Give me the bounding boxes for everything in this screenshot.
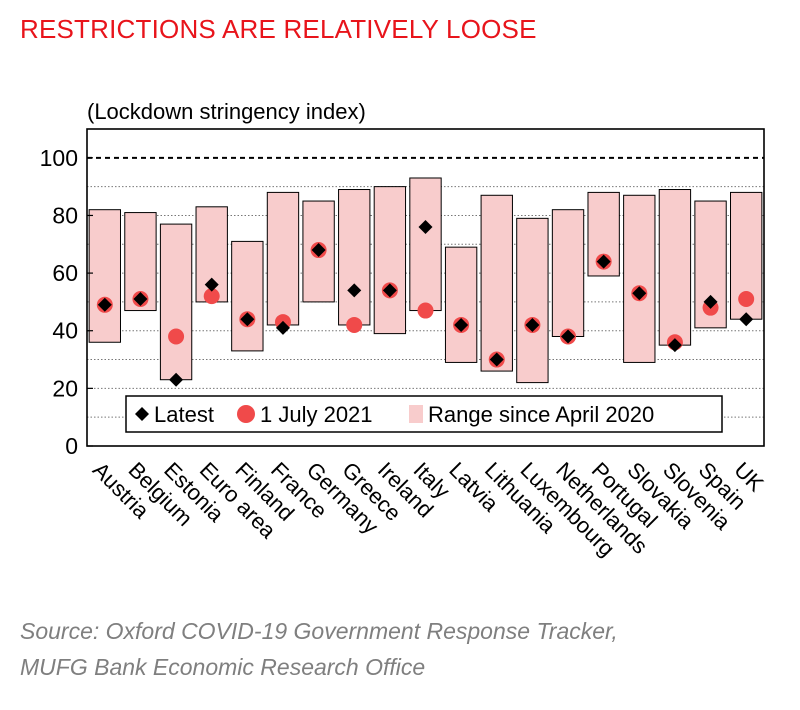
source-note-line2: MUFG Bank Economic Research Office — [20, 654, 426, 680]
latest-point — [489, 352, 504, 367]
legend-latest-marker — [135, 407, 149, 421]
july-2021-point — [417, 302, 434, 319]
latest-point — [240, 312, 255, 327]
y-tick-label: 60 — [52, 260, 78, 286]
latest-point — [739, 312, 754, 327]
range-bar — [231, 240, 264, 352]
range-bar — [338, 189, 371, 326]
july-2021-point — [346, 316, 363, 333]
plot-frame — [86, 128, 765, 447]
legend-range-label: Range since April 2020 — [428, 402, 654, 427]
latest-point — [97, 297, 112, 312]
latest-point — [382, 283, 397, 298]
july-2021-point — [168, 328, 185, 345]
latest-point — [596, 254, 611, 269]
latest-point — [133, 292, 148, 307]
latest-point — [169, 372, 184, 387]
july-2021-point — [203, 288, 220, 305]
legend-july-marker — [237, 405, 255, 423]
source-note-line1: Source: Oxford COVID-19 Government Respo… — [20, 618, 618, 644]
range-bar — [373, 186, 407, 335]
y-axis-label: (Lockdown stringency index) — [87, 99, 366, 124]
range-bar — [480, 194, 513, 372]
chart-title: RESTRICTIONS ARE RELATIVELY LOOSE — [20, 14, 537, 44]
range-bar — [658, 189, 692, 346]
range-bar — [88, 209, 121, 343]
y-tick-label: 40 — [52, 318, 78, 344]
latest-point — [204, 277, 219, 292]
legend-box — [125, 395, 723, 433]
latest-point — [347, 283, 362, 298]
latest-point — [275, 320, 290, 335]
range-bar — [302, 200, 335, 303]
range-bar — [444, 246, 478, 363]
july-2021-point — [738, 291, 755, 308]
latest-point — [525, 317, 540, 332]
range-bar — [266, 191, 300, 326]
latest-point — [561, 329, 576, 344]
y-tick-label: 80 — [52, 202, 78, 228]
legend-range-marker — [409, 405, 423, 423]
y-tick-label: 0 — [65, 433, 78, 459]
range-bar — [623, 194, 656, 363]
latest-point — [418, 219, 433, 234]
range-bar — [551, 209, 585, 337]
latest-point — [311, 243, 326, 258]
latest-point — [632, 286, 647, 301]
legend-latest-label: Latest — [154, 402, 214, 427]
y-tick-label: 100 — [40, 145, 78, 171]
latest-point — [667, 338, 682, 353]
latest-point — [454, 317, 469, 332]
range-bar — [516, 217, 549, 384]
range-bar — [159, 223, 193, 381]
range-bar — [409, 177, 442, 312]
legend-july-label: 1 July 2021 — [260, 402, 373, 427]
latest-point — [703, 294, 718, 309]
y-tick-label: 20 — [52, 375, 78, 401]
